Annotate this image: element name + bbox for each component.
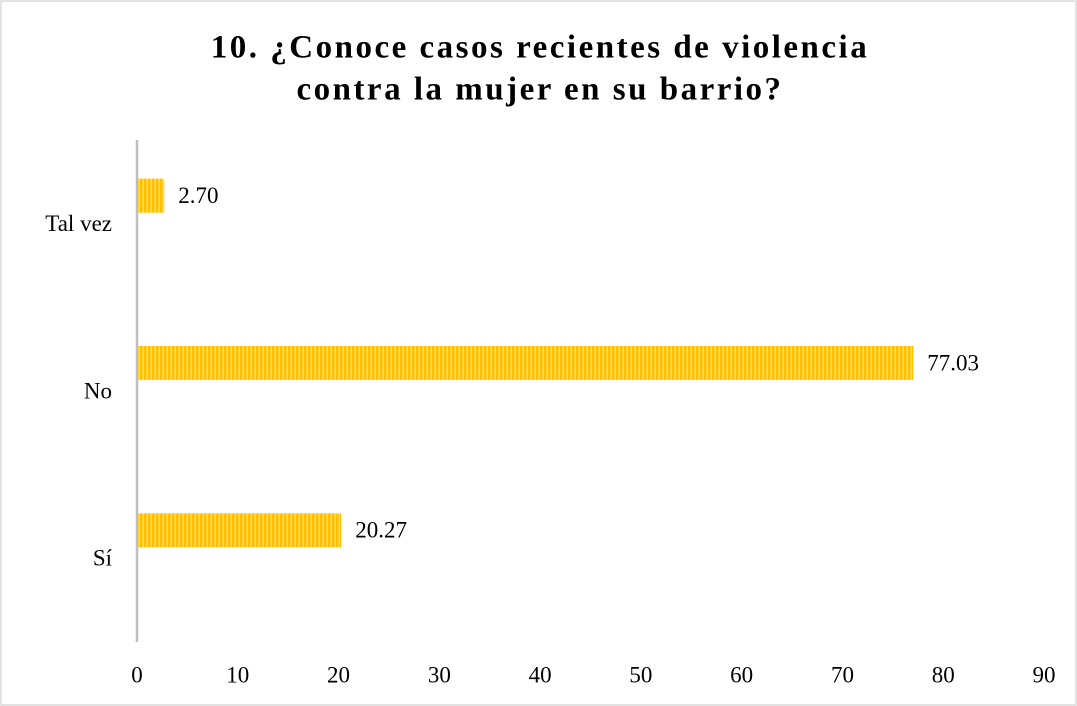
bar xyxy=(137,178,165,213)
x-tick-label: 20 xyxy=(327,662,350,687)
x-tick-label: 30 xyxy=(428,662,451,687)
data-label: 20.27 xyxy=(355,518,407,543)
y-tick-label: No xyxy=(84,378,112,403)
x-tick-label: 90 xyxy=(1033,662,1056,687)
y-tick-label: Tal vez xyxy=(45,211,112,236)
x-tick-label: 0 xyxy=(131,662,143,687)
x-tick-label: 40 xyxy=(529,662,552,687)
x-tick-label: 60 xyxy=(730,662,753,687)
x-tick-label: 80 xyxy=(932,662,955,687)
chart-title: contra la mujer en su barrio? xyxy=(296,72,783,108)
data-label: 2.70 xyxy=(178,183,218,208)
data-label: 77.03 xyxy=(927,350,979,375)
y-tick-label: Sí xyxy=(93,546,113,571)
x-tick-label: 70 xyxy=(831,662,854,687)
bar xyxy=(137,346,914,380)
x-tick-label: 50 xyxy=(629,662,652,687)
chart-title: 10. ¿Conoce casos recientes de violencia xyxy=(211,30,869,66)
x-tick-label: 10 xyxy=(226,662,249,687)
bar xyxy=(137,513,342,548)
